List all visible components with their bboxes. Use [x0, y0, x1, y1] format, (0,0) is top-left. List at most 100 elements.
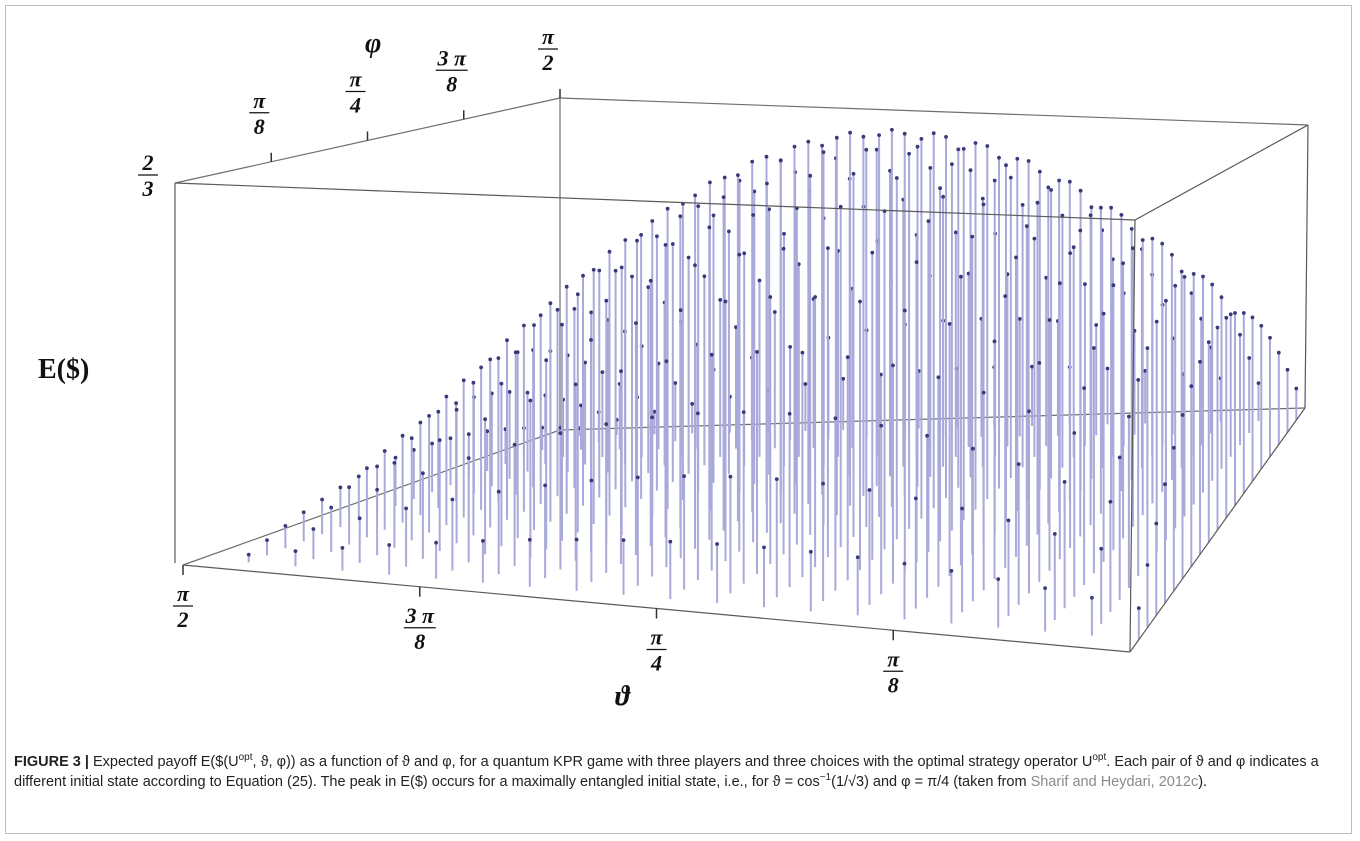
stem-marker — [915, 144, 920, 149]
figure-frame — [5, 5, 1352, 834]
stem-marker — [973, 141, 978, 145]
z-tick-denominator: 3 — [142, 176, 154, 201]
stem-marker — [604, 298, 609, 303]
stem-marker — [751, 213, 755, 217]
stem-marker — [867, 488, 872, 492]
stem-marker — [800, 350, 805, 355]
stem-marker — [778, 158, 783, 163]
stem-marker — [1078, 188, 1083, 193]
y-tick-denominator: 2 — [542, 50, 554, 75]
stem-marker — [522, 323, 526, 328]
stem-marker — [496, 356, 501, 360]
stem-marker — [820, 143, 824, 148]
stem-marker — [479, 365, 483, 370]
stem-marker — [597, 268, 602, 273]
x-tick-label: π2 — [173, 581, 193, 632]
stem-marker — [722, 175, 727, 180]
stem-marker — [485, 429, 490, 434]
stem-marker — [1215, 325, 1220, 330]
stem-marker — [1030, 364, 1034, 369]
stem-marker — [1259, 323, 1264, 328]
y-tick-numerator: π — [253, 88, 266, 113]
stem-marker — [466, 432, 471, 437]
stem-marker — [950, 162, 954, 167]
stem-marker — [941, 194, 945, 199]
stem-marker — [1072, 431, 1077, 435]
stem-marker — [515, 350, 520, 354]
stem-marker — [558, 431, 563, 436]
stem-marker — [736, 173, 740, 178]
stem-marker — [1071, 245, 1076, 250]
stems-layer — [246, 127, 1299, 640]
stem-marker — [985, 144, 990, 148]
stem-marker — [560, 322, 564, 327]
stem-marker — [1046, 185, 1051, 190]
stem-marker — [1117, 455, 1122, 460]
stem-marker — [1088, 213, 1093, 218]
stem-marker — [894, 176, 899, 180]
stem-marker — [1060, 213, 1065, 218]
stem-marker — [1154, 521, 1159, 526]
stem-marker — [1108, 499, 1113, 504]
stem-marker — [1068, 251, 1072, 256]
z-axis-title: E($) — [38, 354, 89, 385]
stem-marker — [454, 407, 459, 412]
stem-marker — [737, 252, 742, 257]
stem-marker — [655, 234, 659, 239]
stem-marker — [1062, 480, 1067, 484]
stem-marker — [507, 390, 512, 394]
stem-marker — [762, 545, 766, 550]
stem-marker — [919, 137, 924, 141]
stem-marker — [947, 322, 952, 326]
stem-marker — [505, 338, 509, 343]
stem-marker — [1268, 335, 1272, 340]
stem-marker — [466, 456, 471, 460]
stem-marker — [496, 489, 501, 494]
stem-marker — [1241, 311, 1246, 315]
y-tick-label: π4 — [345, 67, 366, 118]
stem-marker — [1043, 586, 1047, 590]
y-tick-numerator: π — [542, 24, 555, 49]
stem-marker — [525, 390, 530, 395]
y-tick-numerator: 3 π — [436, 45, 467, 70]
stem-marker — [1219, 295, 1224, 300]
z-tick-label: 23 — [138, 150, 158, 201]
stem-marker — [1189, 291, 1194, 295]
stem-marker — [767, 207, 771, 212]
stem-marker — [393, 455, 398, 460]
caption-reference-link[interactable]: Sharif and Heydari, 2012c — [1030, 774, 1199, 790]
stem-marker — [902, 131, 907, 136]
caption-label: FIGURE 3 | — [14, 754, 89, 770]
stem-marker — [926, 219, 931, 224]
stem-marker — [1191, 272, 1196, 276]
stem-marker — [877, 133, 881, 138]
stem-marker — [436, 409, 441, 414]
stem-marker — [375, 464, 379, 469]
stem-marker — [543, 483, 547, 488]
stem-marker — [448, 436, 453, 441]
stem-marker — [690, 402, 695, 406]
stem-marker — [1210, 282, 1215, 287]
stem-marker — [764, 154, 769, 159]
stem-marker — [788, 345, 792, 349]
stem-marker — [1206, 340, 1211, 345]
stem-marker — [1121, 261, 1125, 266]
stem-marker — [246, 552, 251, 557]
stem-marker — [572, 307, 577, 311]
x-tick-label: π8 — [883, 646, 904, 697]
stem-marker — [728, 474, 733, 479]
stem-marker — [488, 357, 493, 362]
stem-marker — [838, 204, 843, 209]
stem-marker — [1006, 518, 1011, 523]
y-tick-denominator: 8 — [254, 114, 265, 139]
stem-marker — [970, 234, 975, 239]
stem-marker — [1160, 241, 1165, 246]
stem-marker — [890, 127, 894, 132]
stem-marker — [1127, 414, 1131, 419]
stem-marker — [772, 310, 777, 314]
x-tick-numerator: 3 π — [404, 603, 435, 628]
stem-marker — [925, 433, 929, 438]
stem-marker — [944, 135, 948, 139]
stem-marker — [718, 298, 723, 302]
